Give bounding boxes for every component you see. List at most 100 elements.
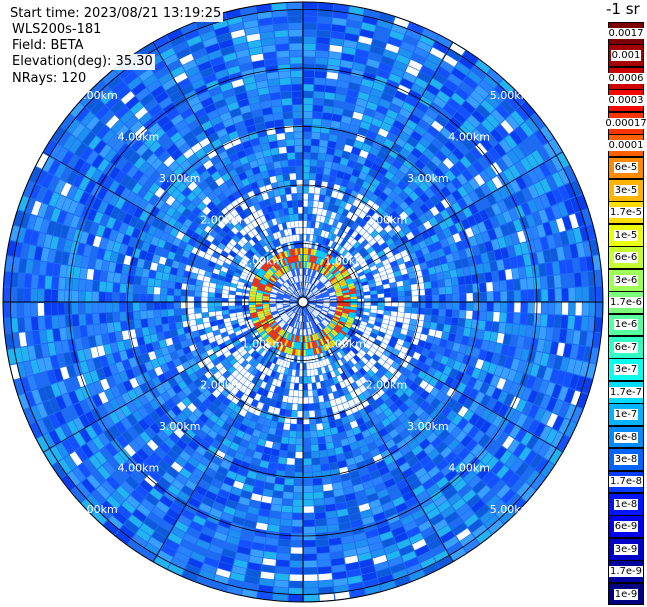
range-gate-cell: [494, 365, 504, 377]
range-gate-cell: [212, 398, 222, 408]
range-gate-cell: [311, 277, 315, 284]
range-gate-cell: [560, 315, 568, 329]
range-gate-cell: [78, 291, 86, 302]
range-gate-cell: [414, 396, 425, 407]
range-gate-cell: [404, 387, 414, 397]
range-gate-cell: [469, 413, 480, 426]
range-gate-cell: [251, 414, 259, 423]
range-gate-cell: [380, 384, 390, 393]
range-gate-cell: [330, 304, 337, 308]
range-gate-cell: [458, 344, 468, 354]
range-gate-cell: [303, 349, 306, 356]
range-gate-cell: [451, 414, 463, 426]
range-gate-cell: [296, 328, 299, 336]
range-gate-cell: [122, 430, 134, 444]
range-gate-cell: [244, 575, 260, 585]
range-gate-cell: [121, 417, 132, 430]
range-gate-cell: [160, 391, 171, 402]
range-gate-cell: [376, 105, 388, 115]
range-gate-cell: [347, 228, 355, 236]
range-gate-cell: [323, 303, 330, 305]
range-gate-cell: [306, 315, 310, 322]
range-gate-cell: [505, 454, 518, 469]
range-gate-cell: [564, 199, 575, 215]
range-gate-cell: [315, 215, 321, 222]
range-gate-cell: [194, 296, 201, 302]
range-gate-cell: [440, 186, 451, 198]
range-gate-cell: [308, 248, 312, 255]
range-gate-cell: [575, 287, 582, 301]
range-gate-cell: [394, 379, 404, 388]
range-gate-cell: [355, 370, 363, 379]
range-gate-cell: [316, 273, 322, 280]
range-gate-cell: [340, 223, 347, 231]
range-gate-cell: [154, 317, 162, 326]
range-gate-cell: [279, 525, 292, 533]
range-gate-cell: [474, 391, 485, 404]
range-gate-cell: [333, 270, 340, 277]
range-gate-cell: [357, 327, 365, 333]
range-gate-cell: [328, 175, 336, 184]
range-gate-cell: [211, 423, 222, 433]
range-gate-cell: [445, 286, 453, 294]
range-gate-cell: [372, 82, 385, 92]
range-gate-cell: [386, 109, 398, 120]
range-gate-cell: [506, 280, 514, 291]
range-gate-cell: [467, 256, 476, 266]
range-gate-cell: [468, 356, 478, 368]
range-gate-cell: [433, 495, 447, 507]
range-gate-cell: [305, 349, 309, 356]
range-gate-cell: [520, 431, 533, 446]
range-gate-cell: [329, 340, 335, 348]
range-gate-cell: [322, 351, 328, 359]
range-gate-cell: [320, 312, 327, 317]
range-gate-cell: [475, 59, 491, 74]
range-gate-cell: [451, 277, 459, 286]
range-gate-cell: [208, 307, 215, 312]
range-gate-cell: [462, 50, 478, 65]
range-gate-cell: [436, 231, 446, 241]
range-gate-cell: [337, 135, 347, 144]
range-gate-cell: [314, 77, 326, 85]
range-gate-cell: [353, 411, 362, 420]
range-gate-cell: [146, 294, 154, 302]
range-gate-cell: [271, 378, 278, 386]
range-gate-cell: [467, 215, 477, 227]
range-gate-cell: [415, 142, 427, 154]
range-gate-cell: [420, 65, 435, 78]
range-gate-cell: [367, 217, 376, 226]
range-gate-cell: [176, 401, 187, 412]
range-gate-cell: [399, 383, 409, 393]
range-gate-cell: [443, 536, 459, 549]
range-gate-cell: [423, 321, 431, 329]
range-gate-cell: [374, 276, 382, 283]
range-gate-cell: [384, 154, 395, 165]
range-gate-cell: [298, 342, 301, 350]
range-gate-cell: [77, 349, 86, 362]
range-gate-cell: [350, 304, 357, 308]
range-gate-cell: [301, 315, 303, 322]
range-gate-cell: [281, 330, 286, 337]
range-gate-cell: [283, 346, 289, 354]
range-gate-cell: [327, 263, 333, 271]
range-gate-cell: [195, 313, 202, 319]
range-gate-cell: [564, 183, 576, 199]
range-gate-cell: [449, 350, 459, 360]
range-gate-cell: [425, 302, 432, 309]
range-gate-cell: [328, 356, 334, 364]
range-gate-cell: [312, 112, 323, 119]
range-gate-cell: [399, 108, 411, 119]
range-gate-cell: [345, 429, 355, 438]
range-gate-cell: [344, 188, 353, 196]
range-gate-cell: [388, 191, 398, 201]
range-gate-cell: [368, 336, 376, 343]
range-gate-cell: [384, 263, 392, 270]
range-gate-cell: [443, 324, 451, 333]
range-gate-cell: [203, 379, 212, 389]
range-gate-cell: [350, 293, 357, 297]
range-gate-cell: [394, 532, 409, 543]
range-gate-cell: [148, 537, 164, 550]
range-gate-cell: [210, 320, 218, 327]
range-gate-cell: [308, 269, 312, 276]
range-gate-cell: [371, 342, 380, 350]
